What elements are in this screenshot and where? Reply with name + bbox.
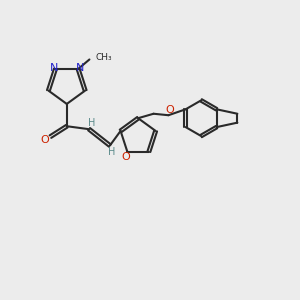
Text: CH₃: CH₃ <box>96 52 112 62</box>
Text: N: N <box>50 63 58 73</box>
Text: N: N <box>75 63 84 73</box>
Text: H: H <box>88 118 96 128</box>
Text: O: O <box>166 105 174 115</box>
Text: O: O <box>41 135 50 145</box>
Text: O: O <box>122 152 130 162</box>
Text: H: H <box>108 147 115 157</box>
